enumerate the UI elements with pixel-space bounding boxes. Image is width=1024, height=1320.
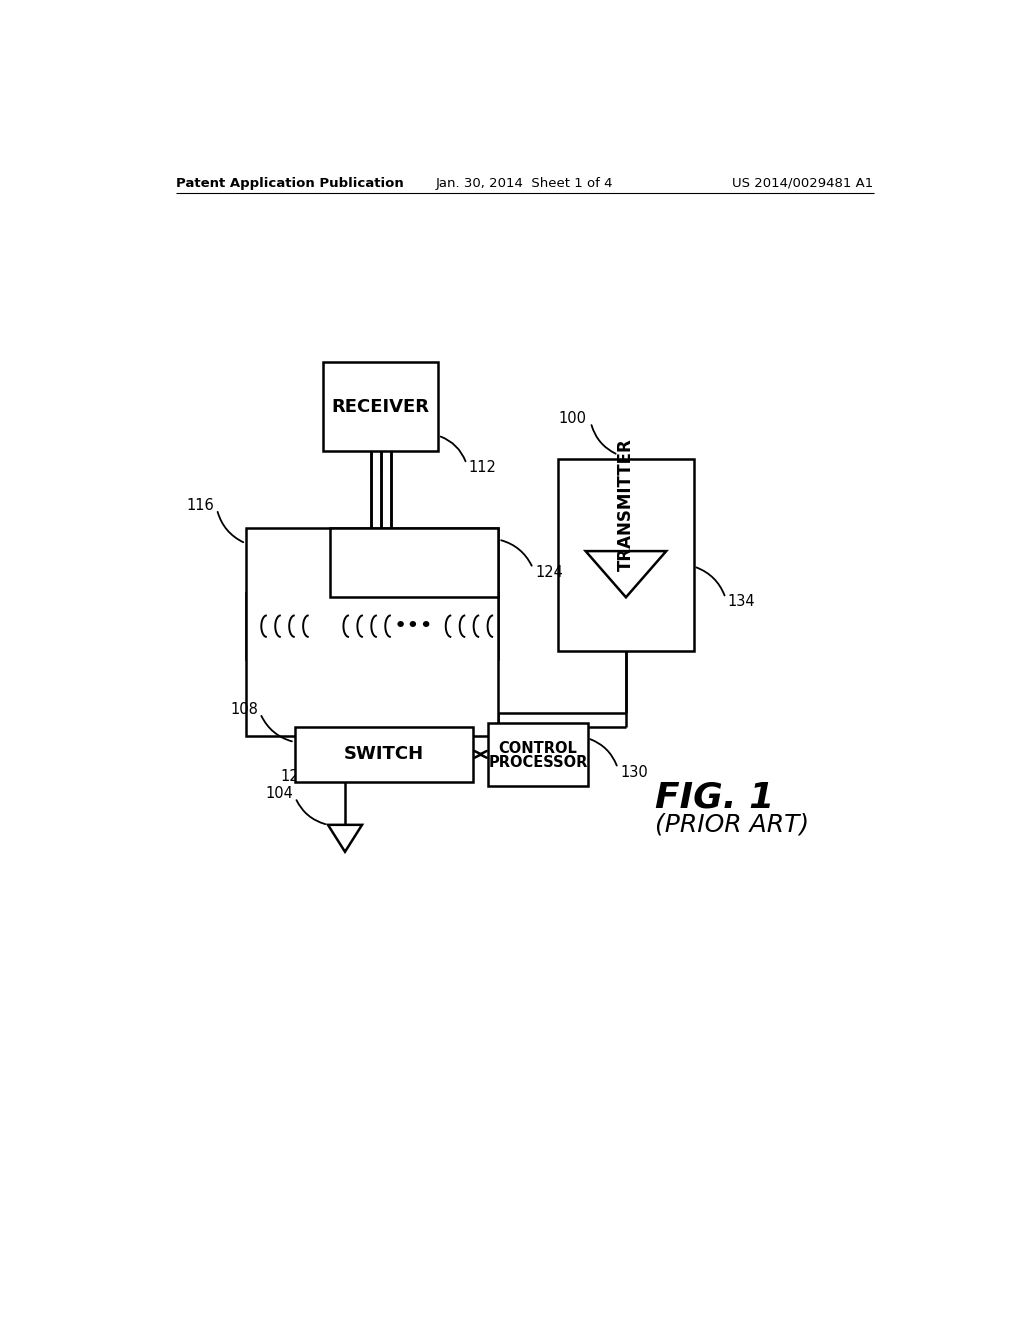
Text: SWITCH: SWITCH xyxy=(344,746,424,763)
Text: Jan. 30, 2014  Sheet 1 of 4: Jan. 30, 2014 Sheet 1 of 4 xyxy=(436,177,613,190)
Text: 116: 116 xyxy=(186,498,215,513)
Text: 100: 100 xyxy=(559,411,587,426)
Text: 134: 134 xyxy=(728,594,756,610)
Bar xyxy=(330,528,499,598)
Text: FIG. 1: FIG. 1 xyxy=(655,780,774,814)
Text: PROCESSOR: PROCESSOR xyxy=(488,755,588,770)
Text: Patent Application Publication: Patent Application Publication xyxy=(176,177,403,190)
Bar xyxy=(324,363,438,451)
Bar xyxy=(430,594,499,659)
Bar xyxy=(328,594,396,659)
Text: US 2014/0029481 A1: US 2014/0029481 A1 xyxy=(732,177,873,190)
Text: 124: 124 xyxy=(536,565,563,579)
Bar xyxy=(488,723,588,785)
Text: (PRIOR ART): (PRIOR ART) xyxy=(655,812,809,837)
Bar xyxy=(295,727,473,781)
Text: •••: ••• xyxy=(393,616,433,636)
Text: 120: 120 xyxy=(281,770,308,784)
Text: CONTROL: CONTROL xyxy=(499,741,578,756)
Bar xyxy=(246,594,314,659)
Bar xyxy=(558,459,693,651)
Text: 104: 104 xyxy=(265,787,293,801)
Text: 112: 112 xyxy=(469,461,497,475)
Text: TRANSMITTER: TRANSMITTER xyxy=(616,438,635,572)
Text: 108: 108 xyxy=(230,702,258,717)
Text: 130: 130 xyxy=(621,764,648,780)
Bar xyxy=(246,528,499,737)
Text: RECEIVER: RECEIVER xyxy=(332,397,430,416)
